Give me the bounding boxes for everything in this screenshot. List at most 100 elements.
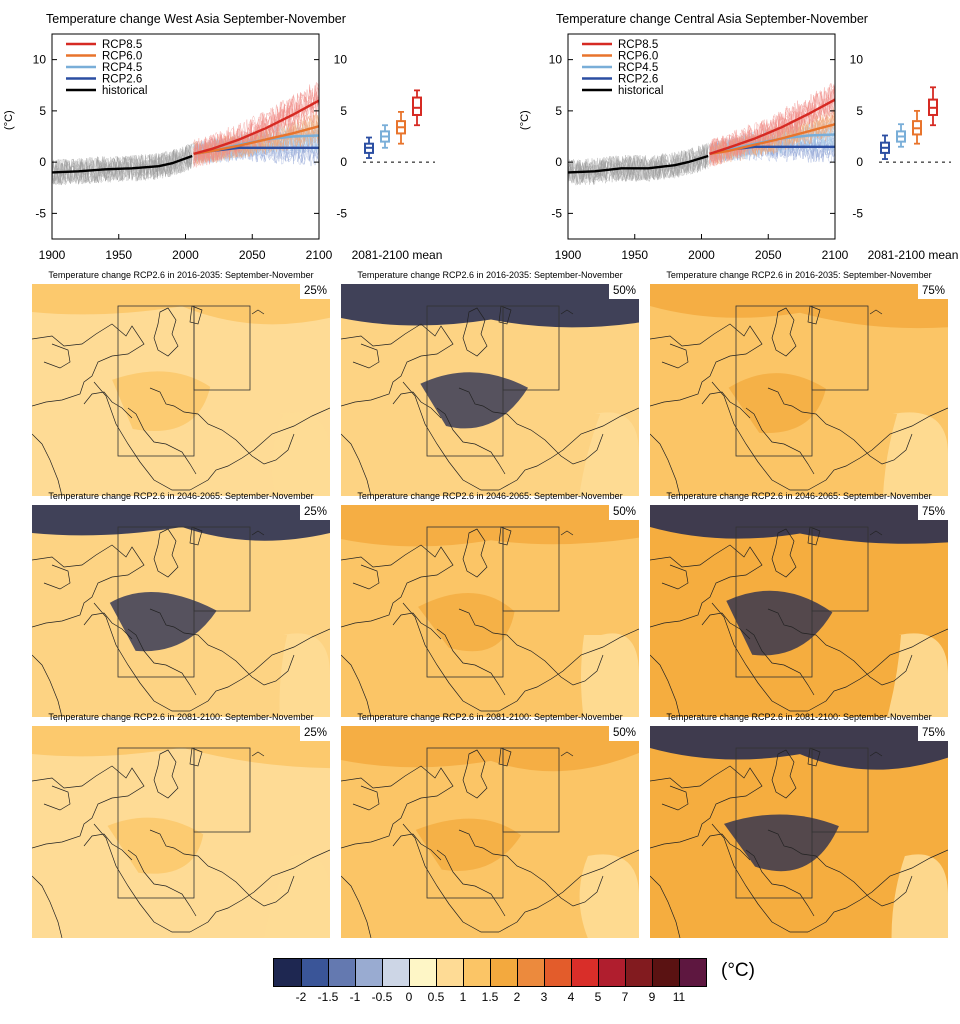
warm-region — [112, 371, 211, 432]
warm-region — [107, 817, 204, 874]
coastline — [43, 343, 71, 369]
warm-region — [32, 505, 330, 541]
coastline — [32, 544, 145, 628]
coastline — [189, 305, 203, 325]
map-title: Temperature change RCP2.6 in 2081-2100: … — [666, 712, 932, 722]
coastline — [341, 433, 372, 496]
y-tick-label-right: 10 — [334, 53, 348, 67]
central-asia-region-box — [811, 747, 869, 833]
coastline — [243, 654, 295, 686]
coastline — [83, 612, 133, 640]
x-tick-label: 2100 — [306, 248, 333, 262]
map-panel-4: Temperature change RCP2.6 in 2046-2065: … — [32, 491, 330, 717]
coastline — [436, 628, 506, 696]
colorbar-tick-label: 9 — [648, 990, 656, 1004]
percentile-label: 75% — [917, 726, 948, 741]
legend-label: RCP6.0 — [618, 51, 658, 63]
colorbar-swatch — [652, 959, 679, 986]
coastline — [341, 654, 372, 717]
warm-region — [728, 373, 826, 434]
y-axis-label: (°C) — [3, 110, 15, 130]
map-field: 75% — [650, 284, 948, 496]
coastline — [32, 765, 145, 849]
cool-region — [580, 633, 639, 717]
coastline — [402, 823, 499, 933]
percentile-label: 25% — [299, 284, 330, 299]
percentile-label: 50% — [608, 284, 639, 299]
coastline — [711, 381, 808, 491]
coastline — [771, 307, 797, 357]
legend-label: RCP4.5 — [102, 62, 142, 74]
coastline — [701, 612, 751, 640]
coastline — [352, 564, 380, 590]
coastline — [458, 387, 554, 449]
series-line-rcp85 — [193, 99, 319, 156]
coastline — [552, 433, 604, 465]
map-svg — [32, 726, 330, 938]
central-asia-region-box — [502, 747, 560, 833]
map-field: 50% — [341, 726, 639, 938]
coastline — [462, 307, 488, 357]
x-tick-label: 2050 — [239, 248, 266, 262]
coastline — [771, 528, 797, 578]
coastline — [807, 305, 821, 325]
central-asia-timeseries-title: Temperature change Central Asia Septembe… — [556, 12, 868, 26]
coastline — [32, 433, 63, 496]
colorbar-swatch — [571, 959, 598, 986]
coastline — [807, 407, 948, 491]
y-tick-label-right: 5 — [340, 104, 347, 118]
colorbar-tick-label: -2 — [295, 990, 307, 1004]
cool-region — [271, 412, 330, 496]
coastline — [243, 433, 295, 465]
coastline — [458, 829, 554, 891]
coastline — [650, 323, 763, 407]
map-title: Temperature change RCP2.6 in 2081-2100: … — [357, 712, 623, 722]
coastline — [661, 785, 689, 811]
y-tick-label-right: -5 — [336, 206, 347, 220]
coastline — [807, 628, 948, 712]
cool-region — [891, 854, 948, 938]
coastline — [861, 433, 913, 465]
coastline — [701, 833, 751, 861]
coastline — [93, 381, 190, 491]
x-tick-label: 2050 — [755, 248, 782, 262]
coastline — [767, 608, 863, 670]
map-field: 25% — [32, 505, 330, 717]
coastline — [149, 608, 245, 670]
colorbar-swatches — [273, 958, 707, 987]
map-field: 50% — [341, 505, 639, 717]
central-asia-region-box — [502, 526, 560, 612]
map-svg — [341, 284, 639, 496]
coastline — [43, 564, 71, 590]
legend-label: RCP8.5 — [618, 39, 658, 51]
map-svg — [341, 726, 639, 938]
colorbar-tick-label: 11 — [672, 990, 686, 1004]
y-axis-label: (°C) — [519, 110, 531, 130]
central-asia-region-box — [193, 305, 251, 391]
coastline — [650, 765, 763, 849]
series-line-rcp60 — [709, 123, 835, 156]
coastline — [807, 849, 948, 933]
coastline — [650, 875, 681, 938]
warm-region — [726, 590, 833, 656]
historical-member-line — [52, 143, 193, 186]
y-tick-label-right: 5 — [856, 104, 863, 118]
warm-region — [418, 592, 515, 652]
coastline — [661, 343, 689, 369]
colorbar-swatch — [328, 959, 355, 986]
warm-region — [109, 592, 217, 652]
map-panel-6: Temperature change RCP2.6 in 2046-2065: … — [650, 491, 948, 717]
map-field: 75% — [650, 505, 948, 717]
series-line-historical — [52, 154, 193, 174]
y-tick-label-right: 10 — [850, 53, 864, 67]
y-tick-label: 10 — [33, 53, 47, 67]
coastline — [402, 602, 499, 712]
map-title: Temperature change RCP2.6 in 2016-2035: … — [357, 270, 623, 280]
coastline — [341, 323, 454, 407]
percentile-label: 50% — [608, 505, 639, 520]
y-tick-label: 0 — [39, 155, 46, 169]
colorbar-tick-label: 4 — [567, 990, 575, 1004]
coastline — [341, 875, 372, 938]
coastline — [436, 849, 506, 917]
x-tick-label: 1950 — [621, 248, 648, 262]
